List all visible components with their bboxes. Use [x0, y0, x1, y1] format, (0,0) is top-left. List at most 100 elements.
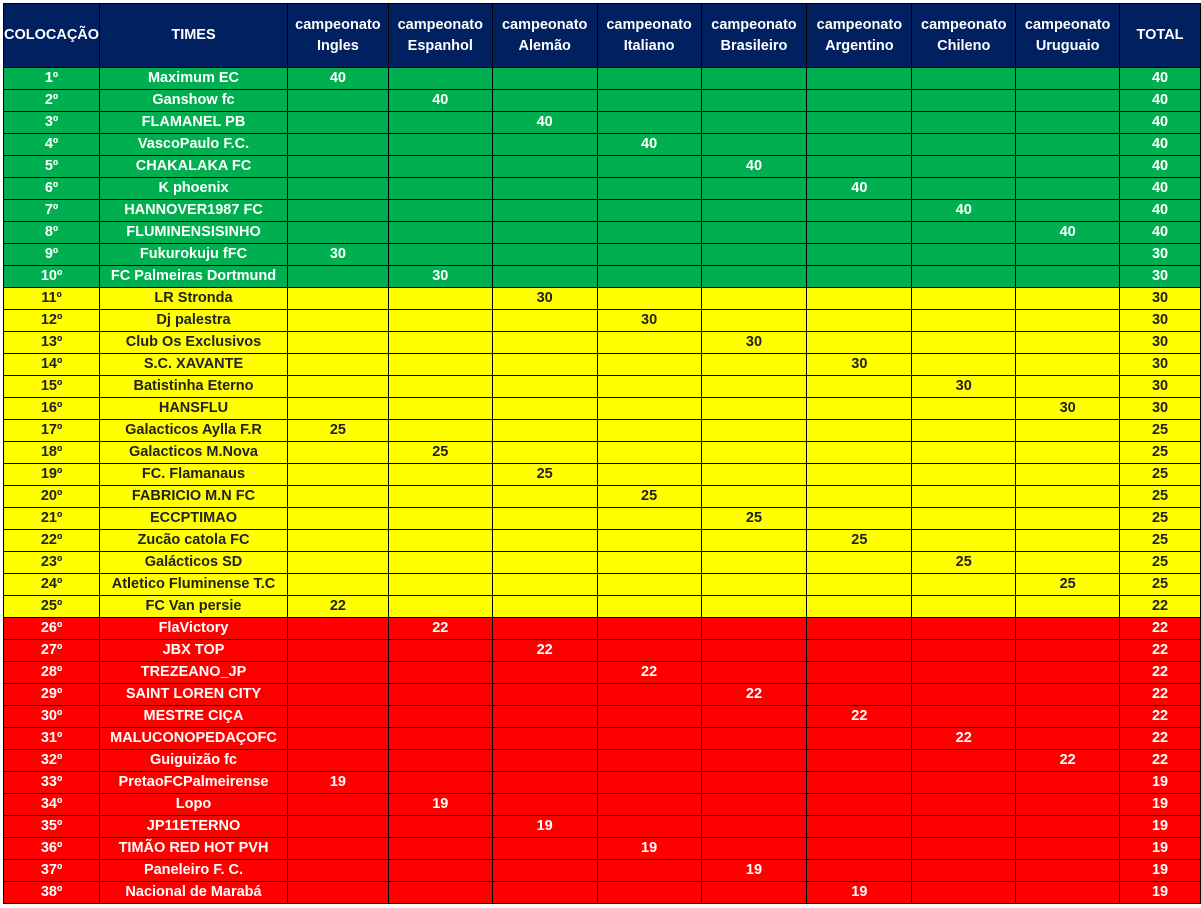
total-cell[interactable]: 30	[1119, 375, 1201, 398]
score-cell-alemao[interactable]	[491, 397, 598, 420]
score-cell-brasileiro[interactable]	[700, 881, 808, 904]
score-cell-alemao[interactable]	[491, 353, 598, 376]
score-cell-chileno[interactable]	[911, 331, 1017, 354]
team-cell[interactable]: Nacional de Marabá	[99, 881, 288, 904]
score-cell-alemao[interactable]	[491, 67, 598, 90]
team-cell[interactable]: LR Stronda	[99, 287, 288, 310]
header-alemao[interactable]: campeonato Alemão	[491, 3, 598, 68]
team-cell[interactable]: Fukurokuju fFC	[99, 243, 288, 266]
score-cell-alemao[interactable]	[491, 155, 598, 178]
position-cell[interactable]: 8º	[2, 221, 101, 244]
position-cell[interactable]: 21º	[2, 507, 101, 530]
score-cell-alemao[interactable]	[491, 485, 598, 508]
score-cell-ingles[interactable]	[286, 463, 389, 486]
score-cell-brasileiro[interactable]	[700, 661, 808, 684]
score-cell-chileno[interactable]	[911, 67, 1017, 90]
position-cell[interactable]: 25º	[2, 595, 101, 618]
total-cell[interactable]: 25	[1119, 551, 1201, 574]
score-cell-brasileiro[interactable]: 19	[700, 859, 808, 882]
score-cell-uruguaio[interactable]	[1015, 881, 1121, 904]
position-cell[interactable]: 27º	[2, 639, 101, 662]
score-cell-italiano[interactable]	[596, 859, 702, 882]
score-cell-alemao[interactable]	[491, 683, 598, 706]
score-cell-espanhol[interactable]	[387, 771, 493, 794]
score-cell-brasileiro[interactable]	[700, 617, 808, 640]
position-cell[interactable]: 2º	[2, 89, 101, 112]
score-cell-ingles[interactable]	[286, 89, 389, 112]
score-cell-italiano[interactable]	[596, 727, 702, 750]
score-cell-ingles[interactable]	[286, 793, 389, 816]
score-cell-alemao[interactable]	[491, 529, 598, 552]
position-cell[interactable]: 17º	[2, 419, 101, 442]
position-cell[interactable]: 22º	[2, 529, 101, 552]
score-cell-italiano[interactable]	[596, 749, 702, 772]
score-cell-brasileiro[interactable]	[700, 199, 808, 222]
position-cell[interactable]: 26º	[2, 617, 101, 640]
score-cell-argentino[interactable]: 25	[806, 529, 913, 552]
score-cell-chileno[interactable]	[911, 441, 1017, 464]
score-cell-uruguaio[interactable]	[1015, 133, 1121, 156]
score-cell-brasileiro[interactable]	[700, 529, 808, 552]
score-cell-espanhol[interactable]	[387, 705, 493, 728]
team-cell[interactable]: Zucão catola FC	[99, 529, 288, 552]
score-cell-italiano[interactable]	[596, 551, 702, 574]
score-cell-chileno[interactable]	[911, 837, 1017, 860]
score-cell-espanhol[interactable]	[387, 859, 493, 882]
score-cell-argentino[interactable]	[806, 67, 913, 90]
position-cell[interactable]: 4º	[2, 133, 101, 156]
total-cell[interactable]: 30	[1119, 287, 1201, 310]
score-cell-argentino[interactable]: 40	[806, 177, 913, 200]
score-cell-brasileiro[interactable]	[700, 133, 808, 156]
score-cell-ingles[interactable]	[286, 331, 389, 354]
score-cell-espanhol[interactable]: 19	[387, 793, 493, 816]
score-cell-brasileiro[interactable]	[700, 551, 808, 574]
total-cell[interactable]: 30	[1119, 265, 1201, 288]
total-cell[interactable]: 30	[1119, 353, 1201, 376]
position-cell[interactable]: 19º	[2, 463, 101, 486]
score-cell-brasileiro[interactable]	[700, 485, 808, 508]
score-cell-brasileiro[interactable]	[700, 309, 808, 332]
total-cell[interactable]: 22	[1119, 661, 1201, 684]
score-cell-uruguaio[interactable]: 25	[1015, 573, 1121, 596]
team-cell[interactable]: FLUMINENSISINHO	[99, 221, 288, 244]
score-cell-uruguaio[interactable]	[1015, 683, 1121, 706]
score-cell-espanhol[interactable]	[387, 243, 493, 266]
score-cell-brasileiro[interactable]	[700, 67, 808, 90]
score-cell-espanhol[interactable]	[387, 881, 493, 904]
score-cell-ingles[interactable]	[286, 815, 389, 838]
score-cell-argentino[interactable]	[806, 111, 913, 134]
score-cell-italiano[interactable]	[596, 529, 702, 552]
total-cell[interactable]: 30	[1119, 397, 1201, 420]
team-cell[interactable]: FC. Flamanaus	[99, 463, 288, 486]
score-cell-italiano[interactable]	[596, 595, 702, 618]
score-cell-argentino[interactable]: 19	[806, 881, 913, 904]
score-cell-uruguaio[interactable]	[1015, 771, 1121, 794]
position-cell[interactable]: 9º	[2, 243, 101, 266]
score-cell-alemao[interactable]	[491, 507, 598, 530]
total-cell[interactable]: 19	[1119, 815, 1201, 838]
score-cell-espanhol[interactable]	[387, 485, 493, 508]
score-cell-chileno[interactable]	[911, 507, 1017, 530]
total-cell[interactable]: 19	[1119, 793, 1201, 816]
total-cell[interactable]: 30	[1119, 309, 1201, 332]
score-cell-alemao[interactable]	[491, 771, 598, 794]
score-cell-ingles[interactable]: 25	[286, 419, 389, 442]
score-cell-ingles[interactable]	[286, 551, 389, 574]
score-cell-uruguaio[interactable]: 30	[1015, 397, 1121, 420]
position-cell[interactable]: 29º	[2, 683, 101, 706]
score-cell-uruguaio[interactable]	[1015, 463, 1121, 486]
score-cell-italiano[interactable]	[596, 771, 702, 794]
score-cell-alemao[interactable]: 19	[491, 815, 598, 838]
score-cell-italiano[interactable]	[596, 815, 702, 838]
score-cell-brasileiro[interactable]: 25	[700, 507, 808, 530]
score-cell-chileno[interactable]	[911, 639, 1017, 662]
score-cell-ingles[interactable]	[286, 111, 389, 134]
score-cell-alemao[interactable]	[491, 177, 598, 200]
position-cell[interactable]: 5º	[2, 155, 101, 178]
team-cell[interactable]: TREZEANO_JP	[99, 661, 288, 684]
header-espanhol[interactable]: campeonato Espanhol	[387, 3, 493, 68]
team-cell[interactable]: Galacticos M.Nova	[99, 441, 288, 464]
score-cell-chileno[interactable]	[911, 595, 1017, 618]
score-cell-argentino[interactable]	[806, 133, 913, 156]
score-cell-brasileiro[interactable]	[700, 441, 808, 464]
